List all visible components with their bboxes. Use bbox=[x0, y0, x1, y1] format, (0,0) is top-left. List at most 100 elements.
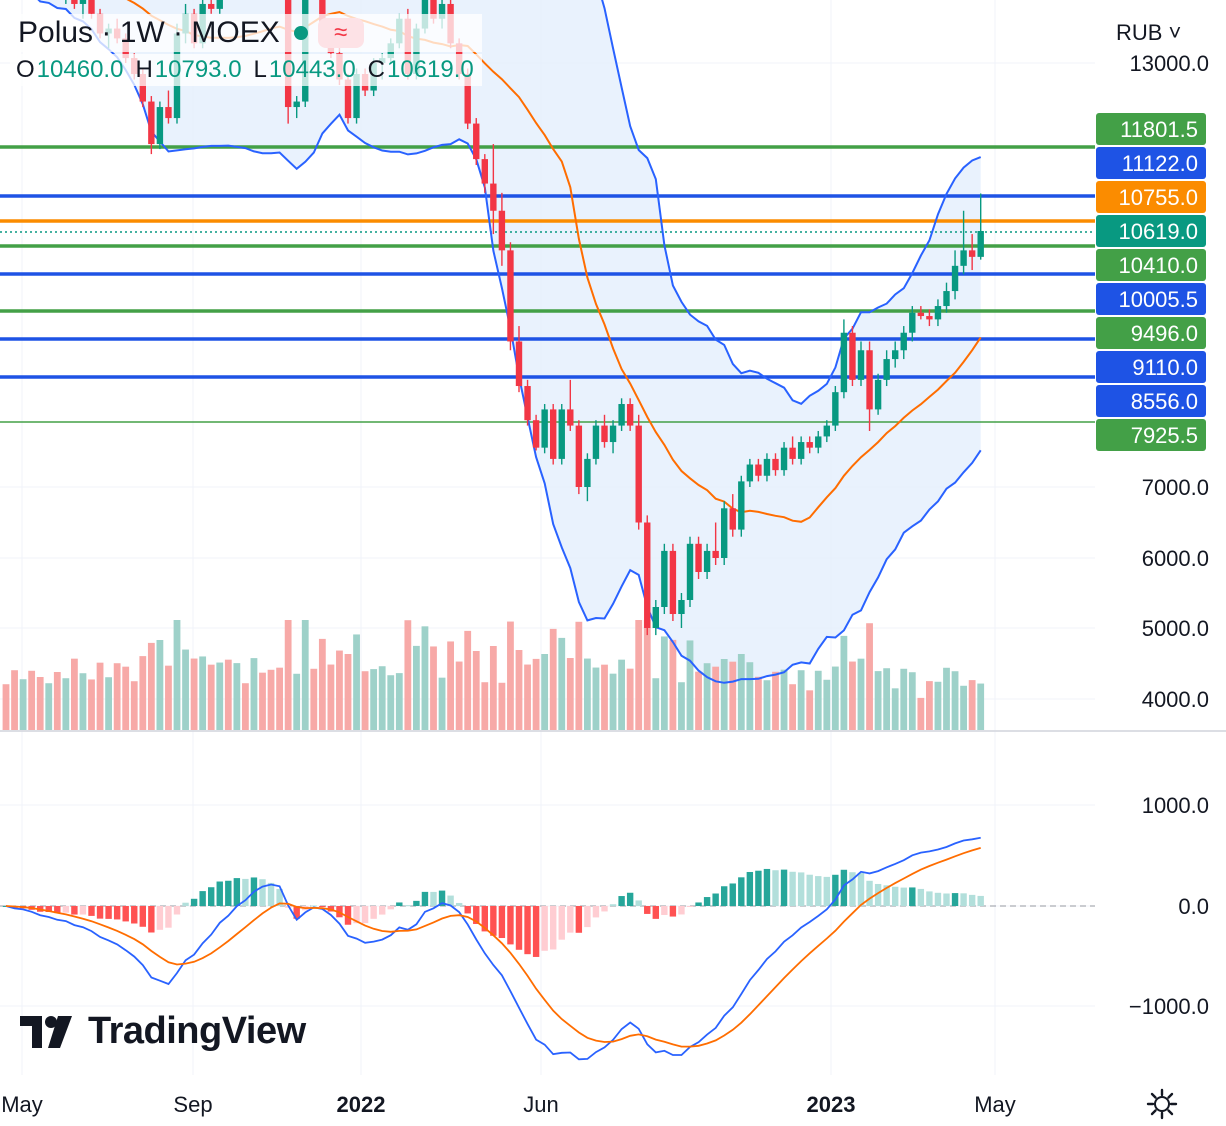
macd-histogram-bar bbox=[883, 885, 890, 906]
logo-text: TradingView bbox=[88, 1010, 306, 1052]
tradingview-logo[interactable]: TradingView bbox=[20, 1010, 306, 1053]
macd-histogram-bar bbox=[968, 894, 976, 906]
macd-histogram-bar bbox=[823, 876, 830, 906]
price-level-tag: 7925.5 bbox=[1096, 419, 1206, 451]
macd-histogram-bar bbox=[473, 906, 480, 924]
candle-body bbox=[968, 250, 976, 257]
price-axis[interactable]: 13000.0 7000.0 6000.0 5000.0 4000.0 bbox=[1129, 51, 1209, 712]
macd-histogram-bar bbox=[361, 906, 369, 924]
candle-body bbox=[951, 265, 959, 292]
volume-bar bbox=[960, 685, 967, 730]
macd-histogram-bar bbox=[746, 871, 754, 906]
volume-bar bbox=[498, 682, 506, 730]
candle-body bbox=[618, 404, 625, 426]
macd-histogram-bar bbox=[532, 906, 540, 957]
volume-bar bbox=[11, 670, 18, 730]
volume-bar bbox=[609, 673, 617, 730]
volume-bar bbox=[720, 659, 728, 730]
macd-histogram-bar bbox=[319, 906, 326, 907]
volume-bar bbox=[53, 672, 61, 730]
volume-bar bbox=[558, 637, 566, 730]
volume-bar bbox=[601, 664, 608, 730]
volume-bar bbox=[703, 663, 711, 730]
open-value: 10460.0 bbox=[36, 56, 124, 83]
macd-histogram-bar bbox=[934, 892, 942, 906]
macd-histogram-bar bbox=[729, 883, 736, 906]
volume-bar bbox=[977, 683, 985, 730]
macd-histogram-bar bbox=[721, 886, 728, 906]
symbol-title[interactable]: Polus · 1W · MOEX bbox=[18, 16, 280, 49]
currency-selector[interactable]: RUB ˅ bbox=[1116, 20, 1182, 45]
bb-lower-line bbox=[37, 0, 982, 684]
price-level-tag-label: 7925.5 bbox=[1131, 423, 1198, 448]
wave-icon[interactable]: ≈ bbox=[317, 18, 364, 48]
volume-bar bbox=[618, 659, 625, 730]
volume-bar bbox=[951, 671, 959, 730]
volume-bar bbox=[122, 666, 130, 730]
candle-body bbox=[438, 3, 446, 19]
macd-histogram-bar bbox=[669, 906, 677, 917]
volume-bar bbox=[455, 661, 463, 730]
macd-histogram-bar bbox=[421, 891, 429, 906]
macd-histogram-bar bbox=[430, 891, 437, 906]
volume-bar bbox=[447, 641, 454, 730]
macd-histogram-bar bbox=[592, 906, 600, 918]
volume-bar bbox=[695, 671, 702, 730]
macd-histogram-bar bbox=[447, 895, 454, 906]
candle-body bbox=[498, 210, 506, 251]
macd-histogram-bar bbox=[293, 906, 300, 919]
macd-histogram-bar bbox=[310, 905, 317, 907]
candle-body bbox=[934, 306, 942, 320]
volume-bar bbox=[772, 671, 779, 730]
candle-body bbox=[857, 350, 865, 380]
macd-histogram-bar bbox=[413, 900, 420, 906]
macd-histogram-bar bbox=[678, 906, 685, 915]
volume-bar bbox=[874, 671, 882, 730]
volume-bar bbox=[45, 683, 53, 730]
macd-histogram-bar bbox=[857, 872, 865, 906]
symbol-row: Polus · 1W · MOEX ≈ bbox=[10, 14, 482, 52]
macd-histogram-bar bbox=[113, 906, 121, 920]
volume-bar bbox=[62, 678, 70, 730]
candle-body bbox=[575, 425, 583, 487]
time-axis[interactable]: May Sep 2022 Jun 2023 May bbox=[1, 1092, 1016, 1117]
macd-histogram-bar bbox=[370, 906, 377, 919]
price-tick-label: 4000.0 bbox=[1142, 687, 1209, 712]
volume-bar bbox=[378, 666, 386, 730]
macd-histogram-bar bbox=[88, 906, 95, 916]
macd-histogram-bar bbox=[644, 906, 651, 914]
price-level-tag: 10619.0 bbox=[1096, 215, 1206, 247]
open-label: O bbox=[16, 56, 35, 83]
candle-body bbox=[644, 522, 651, 628]
macd-histogram-bar bbox=[404, 905, 412, 907]
volume-bar bbox=[438, 677, 446, 730]
price-level-tag-label: 10005.5 bbox=[1118, 287, 1198, 312]
macd-axis[interactable]: 1000.0 0.0 −1000.0 bbox=[1129, 793, 1209, 1019]
volume-bar bbox=[293, 673, 301, 730]
candle-body bbox=[866, 350, 873, 410]
volume-bar bbox=[789, 684, 796, 730]
macd-histogram-bar bbox=[832, 874, 839, 906]
candle-body bbox=[832, 392, 839, 426]
volume-bar bbox=[242, 683, 249, 730]
macd-histogram-bar bbox=[208, 887, 215, 906]
macd-histogram-bar bbox=[148, 906, 155, 933]
macd-histogram-bar bbox=[541, 906, 548, 951]
price-level-tag: 10410.0 bbox=[1096, 249, 1206, 281]
candle-body bbox=[806, 442, 813, 448]
gear-icon[interactable] bbox=[1146, 1088, 1178, 1120]
macd-histogram-bar bbox=[490, 906, 497, 936]
candle-body bbox=[79, 0, 87, 4]
high-value: 10793.0 bbox=[154, 56, 242, 83]
volume-bar bbox=[404, 620, 412, 730]
candle-body bbox=[815, 436, 822, 448]
volume-bar bbox=[113, 663, 121, 730]
volume-bar bbox=[934, 681, 942, 730]
volume-bar bbox=[763, 680, 771, 730]
volume-bar bbox=[866, 623, 873, 730]
macd-histogram-bar bbox=[267, 882, 275, 906]
macd-histogram-bar bbox=[199, 891, 206, 906]
volume-bar bbox=[336, 650, 343, 730]
candle-body bbox=[353, 74, 360, 119]
